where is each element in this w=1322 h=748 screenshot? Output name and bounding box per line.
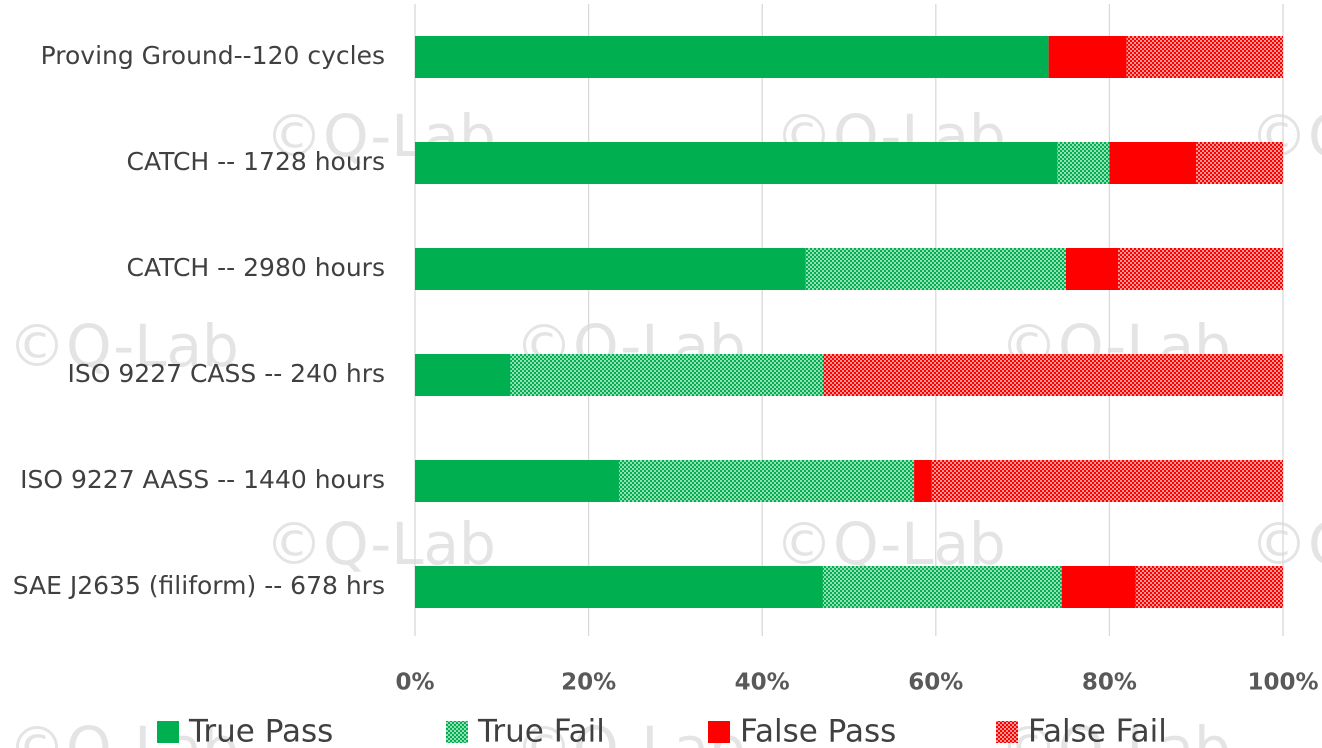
bar-segment: [1126, 36, 1283, 78]
legend-swatch: [157, 721, 179, 743]
bar-segment: [618, 460, 915, 502]
bar-segment: [822, 566, 1062, 608]
bar-segment: [931, 460, 1283, 502]
bar-segment: [1057, 142, 1110, 184]
bar-segment: [1118, 248, 1283, 290]
watermark: ©Q-Lab: [8, 312, 239, 380]
x-tick-label: 80%: [1082, 670, 1137, 696]
x-tick-label: 100%: [1247, 670, 1318, 696]
bar-segment: [415, 36, 1049, 78]
bar-segment: [1061, 566, 1136, 608]
y-tick-label: CATCH -- 1728 hours: [127, 147, 385, 176]
y-tick-label: CATCH -- 2980 hours: [127, 253, 385, 282]
bar-segment: [1196, 142, 1283, 184]
y-tick-label: ISO 9227 CASS -- 240 hrs: [68, 359, 385, 388]
bar-segment: [914, 460, 932, 502]
y-tick-label: ISO 9227 AASS -- 1440 hours: [20, 465, 385, 494]
bar-segment: [1135, 566, 1283, 608]
bar-segment: [805, 248, 1066, 290]
x-tick-label: 20%: [561, 670, 616, 696]
legend-swatch: [708, 721, 730, 743]
legend-label: True Pass: [188, 714, 333, 748]
legend-swatch: [446, 721, 468, 743]
bar-segment: [415, 354, 511, 396]
x-tick-label: 60%: [908, 670, 963, 696]
x-tick-label: 40%: [735, 670, 790, 696]
bar-segment: [1109, 142, 1197, 184]
bar-segment: [1066, 248, 1119, 290]
bar-segment: [415, 248, 806, 290]
watermark: ©Q-Lab: [8, 714, 239, 748]
x-tick-label: 0%: [395, 670, 434, 696]
bar-segment: [415, 142, 1058, 184]
bar-segment: [1048, 36, 1127, 78]
watermark: ©Q-Lab: [515, 714, 746, 748]
bar-segment: [415, 460, 619, 502]
legend-label: True Fail: [477, 714, 605, 748]
y-tick-label: SAE J2635 (filiform) -- 678 hrs: [13, 571, 385, 600]
bar-segment: [822, 354, 1283, 396]
watermark: ©Q-Lab: [1000, 714, 1231, 748]
legend-label: False Fail: [1028, 714, 1167, 748]
bar-segment: [510, 354, 823, 396]
bar-segment: [415, 566, 823, 608]
watermarks: ©Q-Lab ©Q-Lab ©Q-Lab ©Q-Lab ©Q-Lab ©Q-La…: [8, 102, 1322, 748]
y-tick-label: Proving Ground--120 cycles: [41, 41, 385, 70]
legend-swatch: [996, 721, 1018, 743]
legend-label: False Pass: [740, 714, 896, 748]
